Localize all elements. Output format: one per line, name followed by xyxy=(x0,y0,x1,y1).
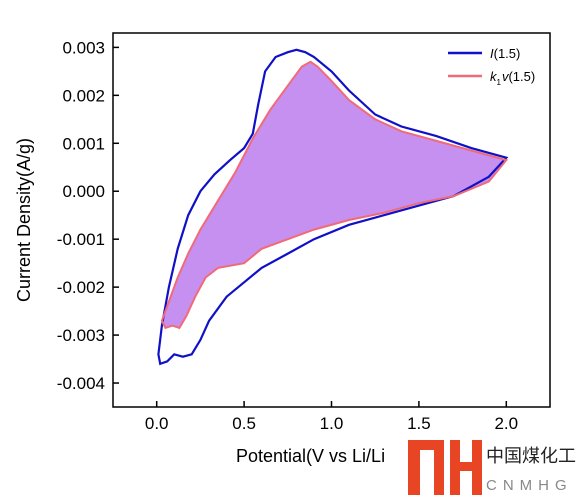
x-tick-label: 1.5 xyxy=(407,414,431,433)
y-tick-label: -0.001 xyxy=(57,230,105,249)
x-tick-label: 0.5 xyxy=(232,414,256,433)
x-tick-label: 1.0 xyxy=(320,414,344,433)
legend: I(1.5) k1v(1.5) xyxy=(448,46,535,87)
legend-label-i: I(1.5) xyxy=(490,46,520,61)
watermark-en: CNMHG xyxy=(486,477,573,494)
y-tick-label: -0.004 xyxy=(57,374,105,393)
watermark-logo xyxy=(408,440,482,495)
legend-label-k1v: k1v(1.5) xyxy=(490,69,535,87)
y-axis-ticks: 0.003 0.002 0.001 0.000 -0.001 -0.002 -0.003 -0… xyxy=(57,38,119,393)
y-tick-label: 0.003 xyxy=(62,38,105,57)
x-axis-title: Potential(V vs Li/Li xyxy=(236,446,385,466)
series-line-k1v-1-5 xyxy=(160,60,509,330)
watermark: 中国煤化工 CNMHG xyxy=(396,440,581,499)
y-tick-label: -0.002 xyxy=(57,278,105,297)
fill-area-k1v xyxy=(161,61,507,328)
y-tick-label: 0.001 xyxy=(62,134,105,153)
y-axis-title: Current Density(A/g) xyxy=(14,138,34,302)
y-tick-label: -0.003 xyxy=(57,326,105,345)
x-tick-label: 2.0 xyxy=(494,414,518,433)
y-tick-label: 0.002 xyxy=(62,86,105,105)
y-tick-label: 0.000 xyxy=(62,182,105,201)
x-tick-label: 0.0 xyxy=(145,414,169,433)
watermark-cn: 中国煤化工 xyxy=(486,446,576,467)
x-axis-ticks: 0.0 0.5 1.0 1.5 2.0 xyxy=(145,401,518,433)
series-line-i-1-5 xyxy=(157,48,509,366)
